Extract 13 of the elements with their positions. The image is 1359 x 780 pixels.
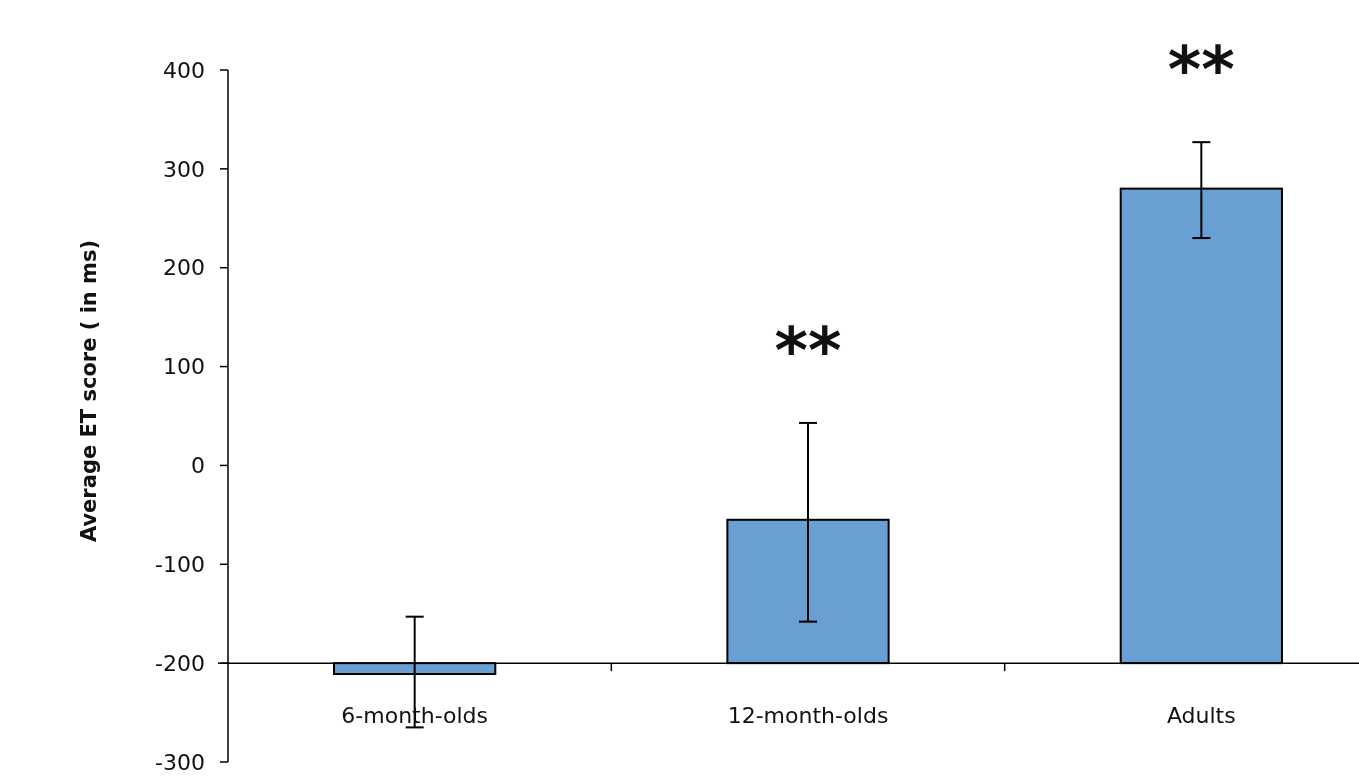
annotation: **	[774, 313, 842, 388]
y-tick-label: -300	[155, 749, 205, 775]
y-tick-label: 300	[163, 156, 205, 182]
x-tick-label: Adults	[1166, 703, 1236, 729]
y-tick-label: 100	[163, 354, 205, 380]
y-tick-label: -200	[155, 650, 205, 676]
annotation: **	[1167, 33, 1235, 108]
y-tick-label: 200	[163, 255, 205, 281]
y-tick-label: 400	[163, 57, 205, 83]
y-tick-label: -100	[155, 551, 205, 577]
x-tick-label: 12-month-olds	[727, 703, 889, 729]
y-axis-title: Average ET score ( in ms)	[77, 239, 101, 543]
y-tick-label: 0	[191, 453, 205, 479]
